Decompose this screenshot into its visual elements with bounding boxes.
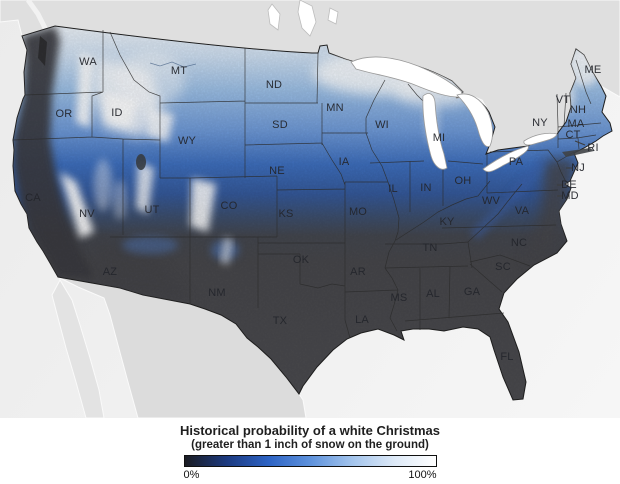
legend-scale: 0% 100% xyxy=(184,469,437,481)
legend-gradient-bar xyxy=(183,455,437,467)
map-canvas: WA OR CA NV ID MT WY UT CO AZ NM ND SD NE KS OK TX MN IA MO… xyxy=(0,0,620,418)
state-label-ny: NY xyxy=(532,117,548,129)
state-label-me: ME xyxy=(584,64,602,76)
legend-subtitle: (greater than 1 inch of snow on the grou… xyxy=(191,439,429,451)
state-label-oh: OH xyxy=(454,175,472,187)
state-label-pa: PA xyxy=(508,156,524,168)
state-label-al: AL xyxy=(426,288,440,300)
state-label-ma: MA xyxy=(567,118,585,130)
legend-bar-wrap: 0% 100% xyxy=(183,455,437,481)
state-label-ky: KY xyxy=(439,216,455,228)
state-label-ia: IA xyxy=(338,156,350,168)
baja-peninsula xyxy=(51,278,105,418)
state-label-mi: MI xyxy=(432,132,446,144)
state-label-ar: AR xyxy=(350,266,366,278)
long-island xyxy=(562,148,594,157)
state-label-wv: WV xyxy=(481,195,501,207)
state-label-tx: TX xyxy=(272,315,288,327)
state-label-md: MD xyxy=(561,190,579,202)
us-probability-map xyxy=(0,0,620,418)
state-label-nv: NV xyxy=(79,208,95,220)
state-label-nh: NH xyxy=(569,104,587,116)
state-label-ok: OK xyxy=(292,254,310,266)
state-label-il: IL xyxy=(388,183,398,195)
lake-huron xyxy=(456,93,493,148)
state-label-de: DE xyxy=(561,179,577,191)
canada-lakes xyxy=(267,0,339,37)
legend-min-label: 0% xyxy=(183,469,200,481)
lake-michigan xyxy=(422,93,448,170)
state-label-ca: CA xyxy=(25,192,41,204)
legend-title: Historical probability of a white Christ… xyxy=(179,423,441,438)
lake-ontario xyxy=(523,132,558,146)
state-label-ne: NE xyxy=(269,165,285,177)
state-label-ga: GA xyxy=(463,286,481,298)
state-label-nd: ND xyxy=(265,79,283,91)
state-label-ut: UT xyxy=(144,204,160,216)
great-lakes xyxy=(350,56,558,173)
state-label-va: VA xyxy=(514,205,530,217)
state-label-ct: CT xyxy=(565,129,581,141)
state-label-tn: TN xyxy=(422,242,438,254)
state-label-id: ID xyxy=(111,107,123,119)
state-label-or: OR xyxy=(55,108,73,120)
state-label-la: LA xyxy=(355,314,369,326)
state-label-wa: WA xyxy=(79,56,97,68)
state-label-in: IN xyxy=(420,182,432,194)
state-label-nc: NC xyxy=(510,237,528,249)
callout-leader-lines xyxy=(557,140,586,197)
state-label-sd: SD xyxy=(272,119,288,131)
state-label-az: AZ xyxy=(102,266,118,278)
state-label-sc: SC xyxy=(495,261,511,273)
state-label-co: CO xyxy=(220,200,238,212)
state-label-nm: NM xyxy=(208,287,226,299)
state-label-fl: FL xyxy=(500,351,514,363)
state-label-mt: MT xyxy=(170,65,188,77)
state-label-wy: WY xyxy=(177,135,197,147)
state-label-ms: MS xyxy=(390,292,408,304)
lake-erie xyxy=(482,145,529,173)
state-label-mn: MN xyxy=(326,102,344,114)
state-label-ri: RI xyxy=(587,142,599,154)
state-label-ks: KS xyxy=(278,208,294,220)
state-borders xyxy=(12,30,602,339)
state-label-wi: WI xyxy=(375,119,389,131)
state-label-mo: MO xyxy=(348,206,368,218)
legend: Historical probability of a white Christ… xyxy=(0,418,620,484)
state-label-vt: VT xyxy=(555,94,571,106)
state-label-nj: NJ xyxy=(571,162,585,174)
legend-max-label: 100% xyxy=(408,469,437,481)
